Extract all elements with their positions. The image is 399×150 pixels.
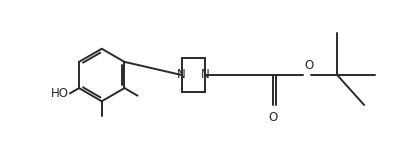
Text: N: N bbox=[177, 69, 186, 81]
Text: HO: HO bbox=[50, 87, 68, 100]
Text: O: O bbox=[305, 59, 314, 72]
Text: O: O bbox=[269, 111, 278, 124]
Text: N: N bbox=[200, 69, 209, 81]
